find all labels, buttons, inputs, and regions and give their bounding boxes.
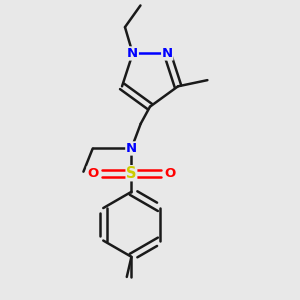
Text: N: N: [126, 142, 137, 155]
Text: N: N: [162, 47, 173, 60]
Text: S: S: [126, 166, 137, 181]
Text: O: O: [164, 167, 176, 180]
Text: O: O: [87, 167, 98, 180]
Text: N: N: [127, 47, 138, 60]
